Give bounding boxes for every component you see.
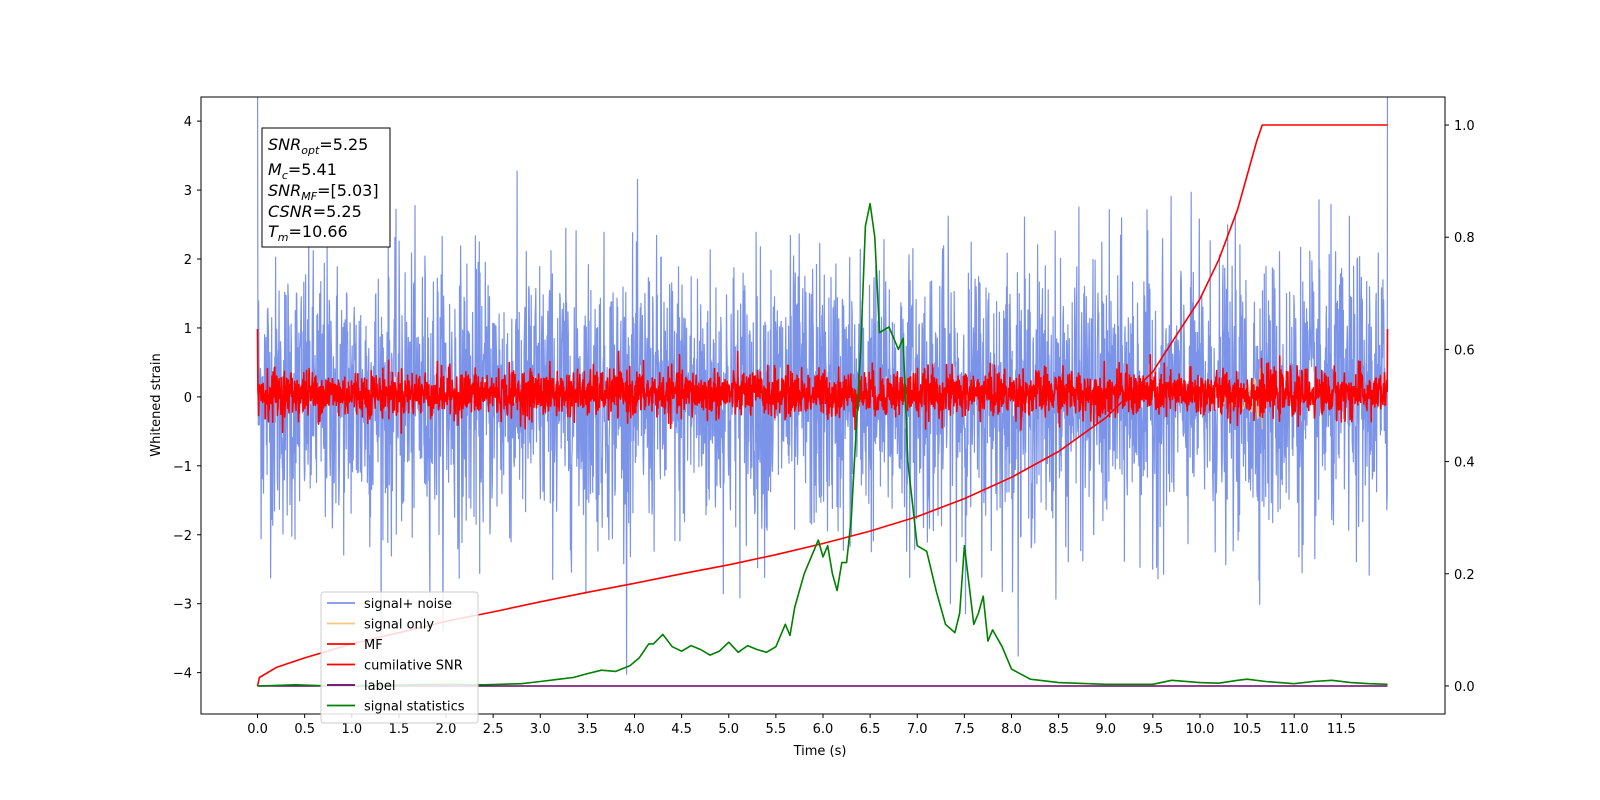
legend-label: label bbox=[364, 679, 395, 694]
y-tick-label-right: 1.0 bbox=[1454, 119, 1475, 134]
legend-label: signal+ noise bbox=[364, 597, 452, 612]
csnr-text: CSNR=5.25 bbox=[268, 202, 362, 221]
x-tick-label: 9.0 bbox=[1095, 722, 1116, 737]
x-tick-label: 8.0 bbox=[1001, 722, 1022, 737]
x-tick-label: 5.5 bbox=[766, 722, 787, 737]
x-tick-label: 0.5 bbox=[294, 722, 315, 737]
y-tick-label-left: 3 bbox=[184, 184, 192, 199]
x-tick-label: 2.5 bbox=[483, 722, 504, 737]
legend-label: cumilative SNR bbox=[364, 659, 463, 674]
x-tick-label: 10.0 bbox=[1185, 722, 1214, 737]
legend-label: signal statistics bbox=[364, 700, 465, 715]
y-tick-label-left: 0 bbox=[184, 391, 192, 406]
x-tick-label: 10.5 bbox=[1233, 722, 1262, 737]
snr-mf-text: SNRMF=[5.03] bbox=[268, 181, 379, 203]
tm-text: Tm=10.66 bbox=[268, 222, 348, 244]
x-tick-label: 3.0 bbox=[530, 722, 551, 737]
series-signal-statistics bbox=[257, 202, 1388, 687]
series-signal-noise bbox=[257, 97, 1389, 675]
x-tick-label: 5.0 bbox=[718, 722, 739, 737]
info-box-frame bbox=[261, 127, 391, 248]
legend: signal+ noise signal only MF cumilative SNR… bbox=[320, 591, 479, 724]
y-tick-label-left: −1 bbox=[173, 460, 192, 475]
x-tick-label: 7.5 bbox=[954, 722, 975, 737]
y-tick-label-left: −3 bbox=[173, 598, 192, 613]
y-axis-label: Whitened strain bbox=[149, 353, 164, 456]
info-box: SNRopt=5.25 Mc=5.41 SNRMF=[5.03] CSNR=5.… bbox=[261, 127, 391, 248]
x-tick-label: 9.5 bbox=[1143, 722, 1164, 737]
x-tick-label: 1.0 bbox=[341, 722, 362, 737]
x-tick-label: 8.5 bbox=[1048, 722, 1069, 737]
mc-text: Mc=5.41 bbox=[268, 160, 337, 182]
x-tick-label: 7.0 bbox=[907, 722, 928, 737]
x-tick-label: 11.0 bbox=[1280, 722, 1309, 737]
x-tick-label: 6.5 bbox=[860, 722, 881, 737]
x-tick-label: 1.5 bbox=[389, 722, 410, 737]
y-tick-label-left: 1 bbox=[184, 322, 192, 337]
y-tick-label-right: 0.4 bbox=[1454, 456, 1475, 471]
y-axis-left: 4 3 2 1 0 −1 −2 −3 −4 bbox=[173, 115, 201, 682]
series-mf bbox=[256, 328, 1389, 434]
legend-label: MF bbox=[364, 638, 383, 653]
y-tick-label-right: 0.0 bbox=[1454, 680, 1475, 695]
x-axis-label: Time (s) bbox=[793, 744, 847, 759]
legend-label: signal only bbox=[364, 618, 434, 633]
x-tick-label: 3.5 bbox=[577, 722, 598, 737]
y-tick-label-right: 0.6 bbox=[1454, 343, 1475, 358]
y-tick-label-left: 4 bbox=[184, 115, 192, 130]
y-axis-right: 1.0 0.8 0.6 0.4 0.2 0.0 bbox=[1445, 119, 1475, 695]
x-tick-label: 2.0 bbox=[436, 722, 457, 737]
snr-opt-text: SNRopt=5.25 bbox=[268, 135, 368, 157]
y-tick-label-right: 0.8 bbox=[1454, 231, 1475, 246]
x-tick-label: 4.0 bbox=[624, 722, 645, 737]
y-tick-label-left: −4 bbox=[173, 667, 192, 682]
y-tick-label-left: 2 bbox=[184, 253, 192, 268]
x-tick-label: 0.0 bbox=[247, 722, 268, 737]
y-tick-label-right: 0.2 bbox=[1454, 568, 1475, 583]
legend-frame bbox=[320, 591, 479, 724]
x-axis: 0.0 0.5 1.0 1.5 2.0 2.5 3.0 3.5 4.0 4.5 5.0 5.5 6.0 6… bbox=[247, 714, 1356, 737]
x-tick-label: 11.5 bbox=[1327, 722, 1356, 737]
x-tick-label: 4.5 bbox=[671, 722, 692, 737]
x-tick-label: 6.0 bbox=[813, 722, 834, 737]
y-tick-label-left: −2 bbox=[173, 529, 192, 544]
